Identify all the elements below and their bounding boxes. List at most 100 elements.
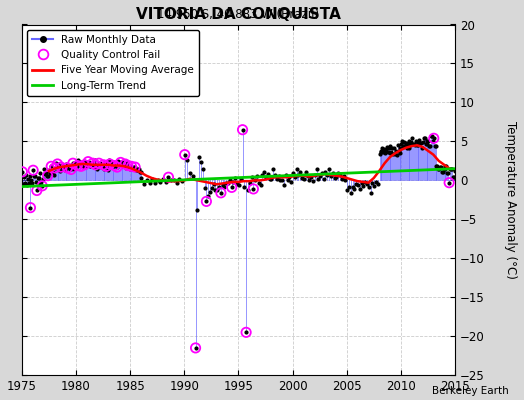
Point [57,164,66,170]
Point [401,143,409,149]
Point [56,168,64,174]
Point [101,159,110,166]
Legend: Raw Monthly Data, Quality Control Fail, Five Year Moving Average, Long-Term Tren: Raw Monthly Data, Quality Control Fail, … [27,30,200,96]
Point [348,183,357,190]
Point [445,180,453,186]
Point [399,143,407,149]
Point [64,162,72,168]
Point [262,174,270,180]
Point [363,181,372,188]
Point [368,180,377,187]
Point [151,180,159,187]
Point [108,158,117,165]
Point [100,166,108,172]
Point [213,187,222,194]
Point [390,145,398,152]
Point [131,164,139,170]
Point [449,174,457,180]
Point [26,204,35,211]
Point [332,174,341,180]
Point [75,161,83,167]
Point [307,174,315,180]
Point [414,140,422,146]
Point [439,168,447,175]
Point [112,160,121,166]
Point [199,166,207,172]
Point [129,166,137,173]
Point [418,144,427,151]
Point [66,166,74,173]
Point [419,139,427,145]
Point [272,176,281,182]
Point [444,170,453,176]
Point [25,180,33,187]
Point [345,184,353,190]
Point [247,174,256,180]
Point [421,135,429,142]
Point [446,166,454,173]
Text: 14.950 S, 40.883 W (Brazil): 14.950 S, 40.883 W (Brazil) [157,8,320,21]
Point [415,137,423,143]
Point [400,139,408,145]
Point [443,170,452,176]
Point [137,175,146,181]
Point [39,176,47,182]
Point [347,190,355,196]
Point [359,183,368,189]
Point [226,176,234,183]
Point [79,164,87,170]
Point [388,145,397,152]
Point [119,163,128,170]
Point [357,180,366,187]
Point [191,345,200,351]
Point [65,162,73,169]
Point [311,172,319,178]
Point [300,176,308,182]
Point [244,187,252,194]
Point [292,166,301,173]
Point [77,163,85,170]
Point [73,162,82,169]
Point [191,345,200,351]
Point [134,166,142,172]
Point [280,182,288,188]
Point [84,158,92,165]
Point [121,161,129,167]
Point [36,169,45,176]
Point [83,161,92,167]
Point [77,163,85,170]
Point [165,174,173,180]
Point [385,145,393,152]
Point [294,172,303,178]
Point [76,158,84,165]
Point [67,166,75,173]
Point [430,135,438,142]
Point [123,158,131,165]
Point [51,160,60,166]
Point [271,172,279,178]
Point [24,176,32,182]
Point [189,173,197,180]
Point [323,172,332,178]
Point [50,172,58,178]
Point [154,176,162,183]
Point [305,177,313,184]
Point [124,162,132,169]
Point [113,164,121,170]
Point [170,176,178,183]
Point [110,162,118,169]
Point [25,173,34,180]
Point [416,140,424,146]
Point [341,177,350,184]
Point [68,163,76,170]
Point [104,167,112,174]
Point [389,151,397,157]
Point [204,193,212,199]
Point [354,182,362,188]
Point [266,176,274,182]
Point [93,166,102,172]
Point [336,172,344,178]
Point [136,168,145,175]
Point [51,165,59,171]
Point [398,138,406,144]
